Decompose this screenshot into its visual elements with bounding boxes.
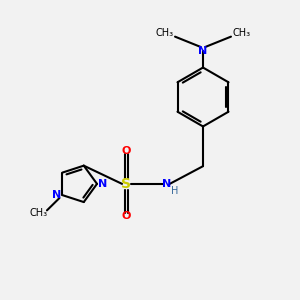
Text: CH₃: CH₃ [29,208,47,218]
Text: O: O [122,146,131,157]
Text: CH₃: CH₃ [232,28,250,38]
Text: S: S [122,177,131,191]
Text: N: N [162,179,171,189]
Text: N: N [52,190,62,200]
Text: N: N [198,46,208,56]
Text: N: N [98,179,107,189]
Text: O: O [122,211,131,221]
Text: CH₃: CH₃ [156,28,174,38]
Text: H: H [171,186,178,196]
